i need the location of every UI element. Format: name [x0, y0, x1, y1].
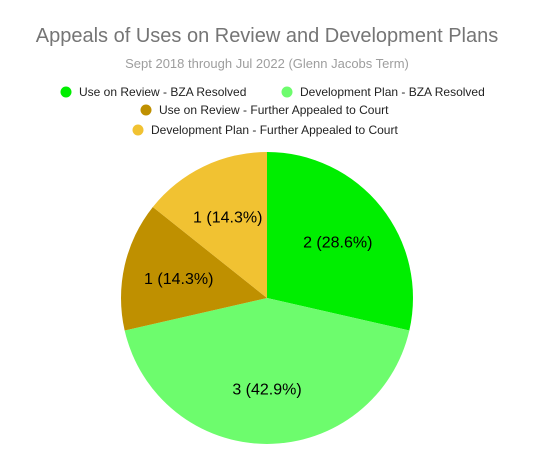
chart-title: Appeals of Uses on Review and Developmen…	[36, 25, 498, 47]
pie-slice[interactable]	[152, 152, 267, 298]
legend-label: Use on Review - Further Appealed to Cour…	[159, 103, 389, 117]
legend-item[interactable]: Development Plan - BZA Resolved	[281, 85, 485, 99]
pie-slice[interactable]	[120, 206, 267, 331]
pie-slice-labels: 2 (28.6%) 3 (42.9%) 1 (14.3%) 1 (14.3%)	[144, 209, 372, 398]
chart-subtitle: Sept 2018 through Jul 2022 (Glenn Jacobs…	[125, 56, 409, 71]
slice-data-label: 3 (42.9%)	[232, 382, 301, 399]
slice-data-label: 1 (14.3%)	[193, 209, 262, 226]
pie-slices	[120, 152, 413, 444]
legend-item[interactable]: Use on Review - BZA Resolved	[60, 85, 247, 99]
pie-slice[interactable]	[124, 298, 410, 444]
pie-slice[interactable]	[267, 152, 413, 331]
legend-label: Development Plan - BZA Resolved	[300, 85, 485, 99]
legend-swatch	[132, 124, 144, 136]
slice-data-label: 2 (28.6%)	[303, 235, 372, 252]
legend: Use on Review - BZA Resolved Development…	[60, 85, 485, 137]
slice-data-label: 1 (14.3%)	[144, 271, 213, 288]
legend-label: Use on Review - BZA Resolved	[79, 85, 246, 99]
legend-label: Development Plan - Further Appealed to C…	[151, 123, 398, 137]
legend-item[interactable]: Development Plan - Further Appealed to C…	[132, 123, 399, 137]
legend-item[interactable]: Use on Review - Further Appealed to Cour…	[140, 103, 390, 117]
legend-swatch	[60, 86, 72, 98]
legend-swatch	[281, 86, 293, 98]
legend-swatch	[140, 104, 152, 116]
